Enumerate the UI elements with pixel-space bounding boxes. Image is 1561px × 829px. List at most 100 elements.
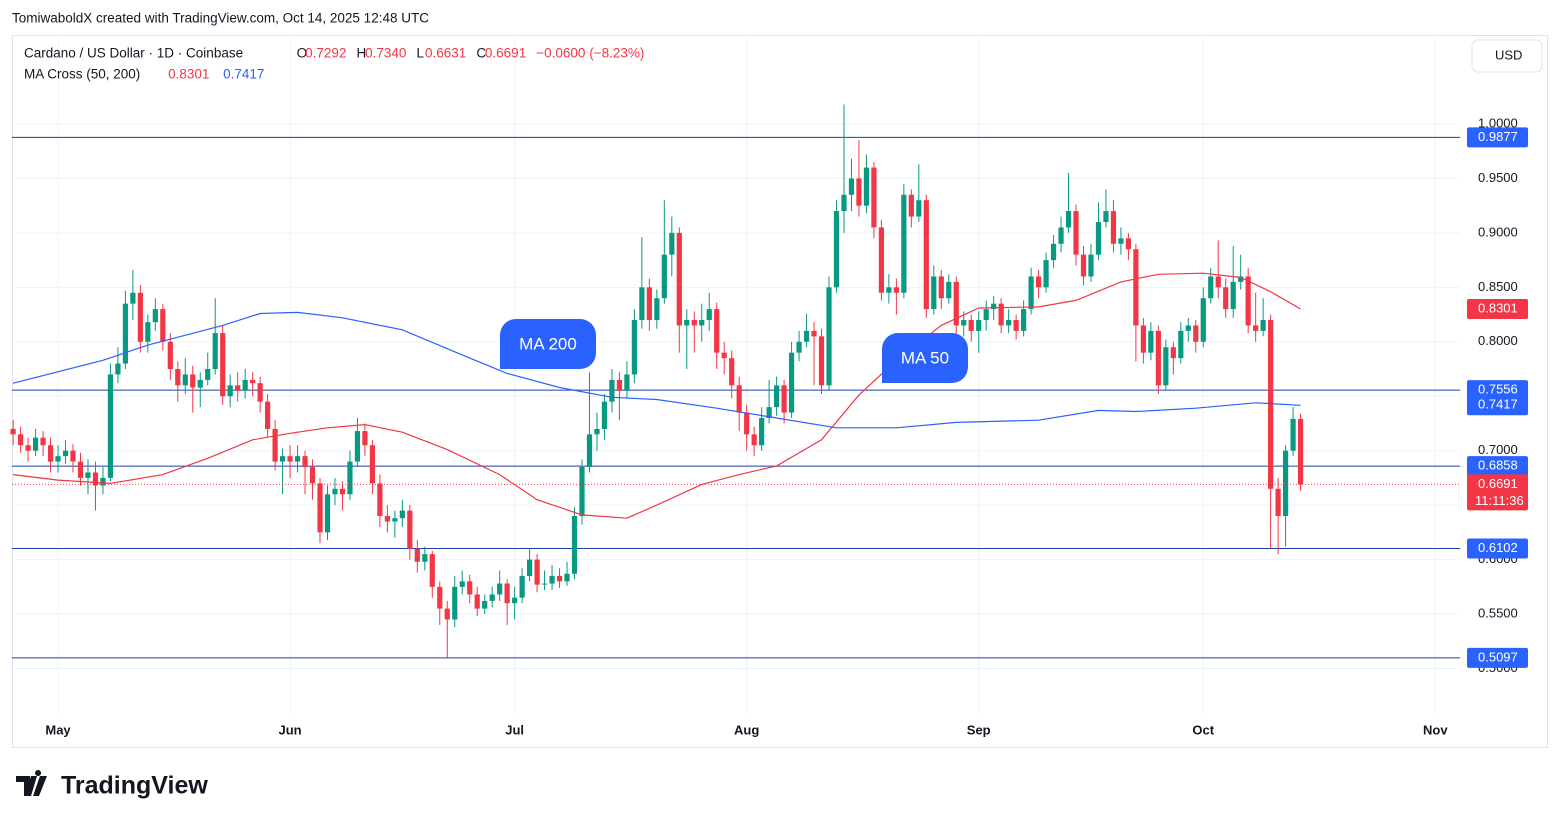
legend-label: C <box>476 46 486 61</box>
candle-body <box>549 575 555 584</box>
candle-body <box>115 363 121 375</box>
candle-body <box>287 456 293 462</box>
candle-body <box>47 445 54 462</box>
candle-body <box>744 412 750 435</box>
candle-body <box>1118 238 1124 244</box>
candle-body <box>714 309 720 353</box>
candle-body <box>279 456 286 462</box>
x-tick-label: Oct <box>1192 722 1214 737</box>
candle-body <box>1253 325 1259 331</box>
indicator-name: MA Cross (50, 200) <box>24 67 140 82</box>
candle-body <box>639 287 645 321</box>
y-tick-label: 0.5500 <box>1478 605 1518 620</box>
candle-body <box>609 379 615 402</box>
candle-body <box>1178 330 1184 359</box>
candle-body <box>220 333 226 397</box>
candle-body <box>1006 320 1012 326</box>
candle-body <box>302 456 308 468</box>
candle-body <box>736 385 742 413</box>
candle-body <box>908 194 914 217</box>
candle-body <box>235 385 241 391</box>
candle-body <box>362 431 368 446</box>
price-badge-label: 0.7417 <box>1478 397 1518 412</box>
candle-body <box>684 320 690 326</box>
price-badge <box>1467 127 1528 148</box>
candle-body <box>818 336 825 386</box>
candle-body <box>669 232 675 255</box>
candle-body <box>856 178 862 206</box>
candle-body <box>85 472 91 478</box>
candle-body <box>1245 276 1251 326</box>
candle-body <box>122 303 128 364</box>
candle-body <box>646 287 652 321</box>
candle-body <box>107 374 114 478</box>
candle-body <box>923 200 929 310</box>
candle-body <box>803 330 810 342</box>
candle-body <box>751 434 757 446</box>
x-tick-label: Jul <box>505 722 524 737</box>
candle-body <box>407 510 413 549</box>
candle-body <box>160 309 166 342</box>
annotation-bubble <box>882 333 968 383</box>
candle-body <box>70 450 76 462</box>
x-tick-label: Jun <box>279 722 302 737</box>
legend: Cardano / US Dollar · 1D · Coinbase MA C… <box>24 46 644 82</box>
candle-body <box>1185 325 1191 331</box>
candle-body <box>459 581 465 587</box>
candle-body <box>893 287 899 293</box>
candle-body <box>1133 249 1139 326</box>
ma-line <box>12 311 1301 429</box>
candle-body <box>938 276 944 299</box>
candle-body <box>62 450 69 457</box>
candle-body <box>661 254 667 299</box>
price-badge <box>1467 299 1528 320</box>
candle-body <box>444 608 450 620</box>
candle-body <box>863 167 870 206</box>
candle-body <box>998 303 1004 326</box>
candle-body <box>347 461 353 495</box>
candle-body <box>422 554 428 562</box>
chart-frame <box>12 35 1548 748</box>
candle-body <box>1028 276 1034 310</box>
candle-body <box>811 330 817 337</box>
candle-body <box>489 594 495 601</box>
candle-body <box>10 428 16 435</box>
price-badge <box>1467 474 1528 511</box>
price-badge-label: 0.6691 <box>1478 476 1518 491</box>
candle-body <box>309 467 316 484</box>
attribution: TomiwaboldX created with TradingView.com… <box>12 11 429 26</box>
candle-body <box>729 358 735 386</box>
candle-body <box>1013 320 1019 331</box>
candle-body <box>175 369 181 386</box>
legend-label: L <box>416 46 424 61</box>
indicator-value: 0.8301 <box>168 67 209 82</box>
candle-body <box>167 341 173 370</box>
candle-body <box>1088 254 1094 277</box>
candle-body <box>983 309 989 321</box>
logo-text: TradingView <box>61 772 208 800</box>
candle-body <box>766 407 772 419</box>
candle-body <box>1163 347 1169 386</box>
candle-body <box>624 374 630 391</box>
legend-value: 0.7292 <box>305 46 346 61</box>
currency-button[interactable] <box>1471 39 1543 73</box>
price-badge <box>1467 647 1528 668</box>
candle-body <box>526 559 533 576</box>
price-badge-label: 0.9877 <box>1478 129 1518 144</box>
candle-body <box>205 369 211 380</box>
price-badge-label: 0.6858 <box>1478 458 1518 473</box>
candle-body <box>601 401 608 429</box>
candle-body <box>429 554 435 587</box>
candle-body <box>579 467 585 517</box>
candle-body <box>197 379 203 388</box>
candle-body <box>1043 260 1049 288</box>
candle-body <box>991 303 997 310</box>
candle-body <box>833 211 840 288</box>
logo-mark <box>16 770 47 796</box>
candle-body <box>616 379 623 391</box>
candle-body <box>1290 418 1296 451</box>
candle-body <box>1297 418 1304 485</box>
candle-body <box>512 597 518 604</box>
candle-body <box>676 232 682 326</box>
annotation-text: MA 200 <box>519 334 577 353</box>
